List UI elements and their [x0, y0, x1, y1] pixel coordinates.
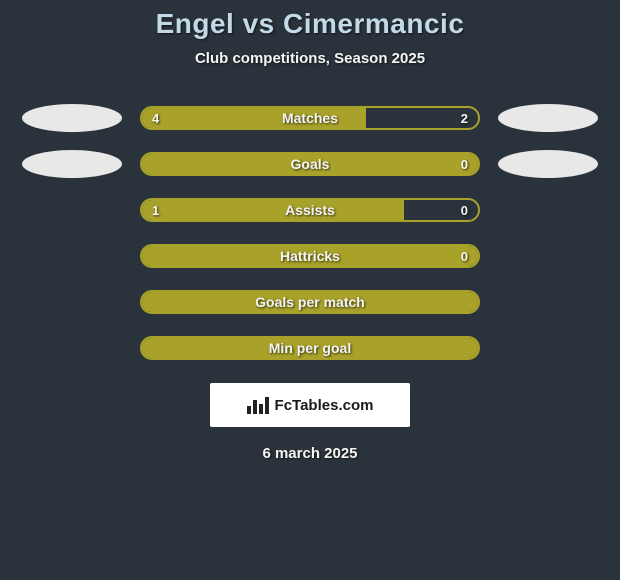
stat-bar-left	[142, 338, 478, 358]
stat-bar: Assists10	[140, 198, 480, 222]
stat-row: Min per goal	[0, 325, 620, 371]
stat-row: Matches42	[0, 95, 620, 141]
player-flag-left	[22, 104, 122, 132]
stat-bar-left	[142, 292, 478, 312]
stat-bar: Goals per match	[140, 290, 480, 314]
stat-bar: Min per goal	[140, 336, 480, 360]
stat-row: Goals per match	[0, 279, 620, 325]
player-flag-right	[498, 150, 598, 178]
stat-bar-right	[366, 108, 478, 128]
stat-row: Goals0	[0, 141, 620, 187]
page-title: Engel vs Cimermancic	[0, 8, 620, 40]
player-flag-right	[498, 104, 598, 132]
source-badge-text: FcTables.com	[275, 397, 374, 414]
stat-bar-right	[404, 200, 478, 220]
stat-row: Hattricks0	[0, 233, 620, 279]
stat-bar-left	[142, 200, 404, 220]
source-badge[interactable]: FcTables.com	[210, 383, 410, 427]
stat-bar-left	[142, 246, 478, 266]
stat-rows: Matches42 Goals0 Assists10 Hattricks0 Goals …	[0, 95, 620, 371]
comparison-card: Engel vs Cimermancic Club competitions, …	[0, 0, 620, 462]
date-label: 6 march 2025	[0, 445, 620, 462]
bar-chart-icon	[247, 396, 269, 414]
stat-bar: Hattricks0	[140, 244, 480, 268]
stat-bar: Matches42	[140, 106, 480, 130]
page-subtitle: Club competitions, Season 2025	[0, 50, 620, 67]
stat-bar: Goals0	[140, 152, 480, 176]
stat-bar-left	[142, 154, 478, 174]
stat-row: Assists10	[0, 187, 620, 233]
player-flag-left	[22, 150, 122, 178]
stat-bar-left	[142, 108, 366, 128]
